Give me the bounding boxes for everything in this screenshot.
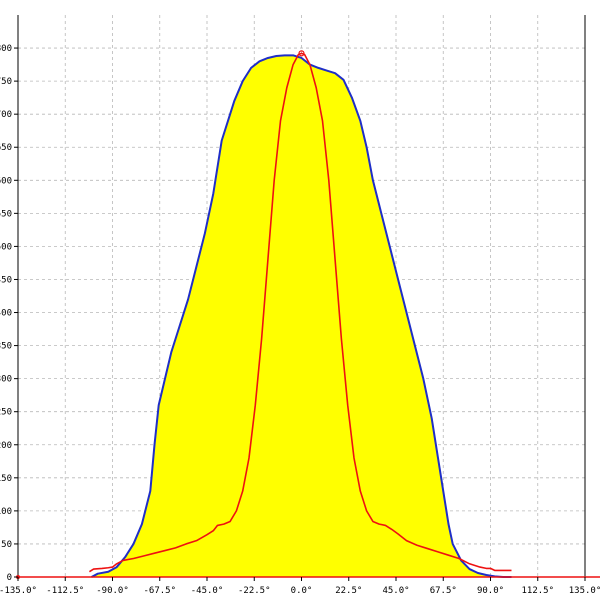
y-tick-label: 700 — [0, 110, 12, 120]
x-tick-label: 45.0° — [382, 586, 409, 596]
y-tick-label: 100 — [0, 507, 12, 517]
x-tick-label: 135.0° — [569, 586, 600, 596]
plot-area — [91, 55, 512, 577]
y-tick-label: 300 — [0, 375, 12, 385]
x-tick-label: 22.5° — [335, 586, 362, 596]
y-tick-label: 650 — [0, 143, 12, 153]
x-axis-ticks: -135.0° -112.5° -90.0° -67.5° -45.0° -22.5° 0.… — [0, 577, 600, 596]
y-axis-ticks: 0 50 100 150 200 250 300 350 400 450 500 550 600 650 7… — [0, 44, 18, 583]
x-tick-label: 90.0° — [477, 586, 504, 596]
x-tick-label: -112.5° — [46, 586, 84, 596]
y-tick-label: 50 — [1, 540, 12, 550]
y-tick-label: 500 — [0, 242, 12, 252]
y-tick-label: 150 — [0, 474, 12, 484]
axes — [16, 15, 600, 579]
y-tick-label: 0 — [7, 573, 12, 583]
series-lines — [88, 50, 512, 578]
x-tick-label: 67.5° — [430, 586, 457, 596]
y-tick-label: 750 — [0, 77, 12, 87]
y-tick-label: 350 — [0, 342, 12, 352]
y-tick-label: 200 — [0, 441, 12, 451]
x-tick-label: -45.0° — [191, 586, 224, 596]
y-tick-label: 600 — [0, 176, 12, 186]
series-a-line — [91, 54, 512, 578]
series-b-peak-point — [298, 50, 305, 57]
series-a-area — [91, 55, 512, 577]
x-tick-label: -67.5° — [143, 586, 176, 596]
x-tick-label: -135.0° — [0, 586, 37, 596]
x-tick-label: 0.0° — [291, 586, 313, 596]
y-tick-label: 250 — [0, 408, 12, 418]
y-tick-label: 450 — [0, 275, 12, 285]
y-tick-label: 550 — [0, 209, 12, 219]
x-tick-label: -90.0° — [96, 586, 129, 596]
x-tick-label: 112.5° — [521, 586, 554, 596]
x-tick-label: -22.5° — [238, 586, 271, 596]
y-tick-label: 800 — [0, 44, 12, 54]
y-tick-label: 400 — [0, 309, 12, 319]
series-b-line — [88, 52, 512, 573]
